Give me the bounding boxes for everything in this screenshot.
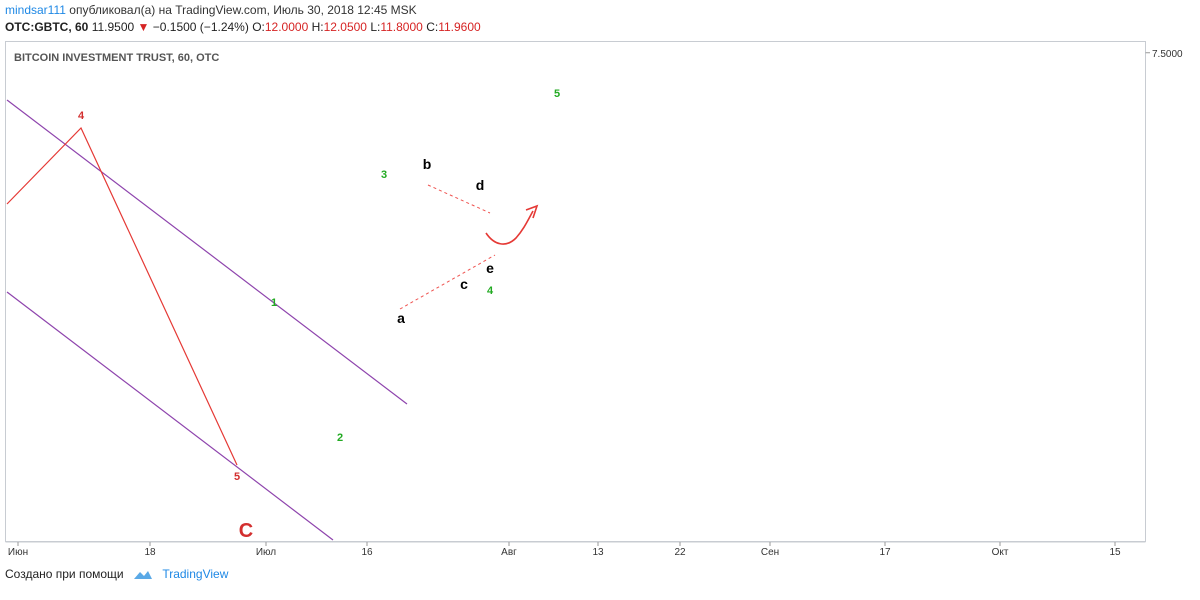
y-tick-label: 7.5000 — [1152, 49, 1183, 60]
x-tick-label: Авг — [501, 547, 517, 558]
wave-label: 5 — [554, 88, 560, 100]
x-tick-label: 18 — [144, 547, 156, 558]
wave-label: 4 — [487, 285, 494, 297]
plot-area — [5, 41, 1146, 542]
tradingview-link[interactable]: TradingView — [162, 567, 229, 581]
publish-line: mindsar111 опубликовал(а) на TradingView… — [5, 3, 417, 17]
change-down-icon: ▼ — [137, 20, 150, 34]
projection-arrow-head-icon — [525, 204, 539, 219]
close-label: C: — [426, 20, 439, 34]
tradingview-logo-icon — [133, 570, 152, 579]
triangle-lower-line — [399, 254, 496, 310]
change-value: −0.1500 (−1.24%) — [152, 20, 249, 34]
low-value: 11.8000 — [380, 20, 423, 34]
x-tick-label: 16 — [361, 547, 373, 558]
open-label: O: — [252, 20, 265, 34]
x-tick-label: Июн — [8, 547, 28, 558]
close-value: 11.9600 — [438, 20, 481, 34]
projection-arrow-path — [485, 210, 534, 245]
x-tick-label: 17 — [879, 547, 891, 558]
wave-label: a — [397, 310, 405, 326]
symbol-label: OTC:GBTC, 60 — [5, 20, 89, 34]
triangle-upper-line — [427, 184, 491, 214]
open-value: 12.0000 — [264, 20, 309, 34]
wave-label: d — [476, 177, 485, 193]
x-tick-label: Июл — [256, 547, 276, 558]
low-label: L: — [370, 20, 381, 34]
wave-label: 2 — [337, 432, 343, 444]
author-link[interactable]: mindsar111 — [5, 3, 66, 17]
channel-lower-line — [6, 291, 334, 541]
last-price: 11.9500 — [91, 20, 135, 34]
footer: Создано при помощи TradingView — [5, 567, 228, 581]
x-tick-label: 15 — [1109, 547, 1121, 558]
wave-label: 1 — [271, 297, 277, 309]
published-text: опубликовал(а) на TradingView.com, Июль … — [69, 3, 417, 17]
x-tick-label: Окт — [992, 547, 1009, 558]
price-chart[interactable]: BITCOIN INVESTMENT TRUST, 60, OTC14.5000… — [0, 40, 1200, 600]
x-tick-label: 22 — [674, 547, 686, 558]
high-label: H: — [311, 20, 324, 34]
x-tick-label: Сен — [761, 547, 779, 558]
wave-label: C — [239, 520, 253, 542]
wave-label: 5 — [234, 471, 240, 483]
wave-label: 4 — [78, 110, 85, 122]
wave-label: e — [486, 260, 494, 276]
wave-label: b — [423, 156, 432, 172]
created-with-text: Создано при помощи — [5, 567, 124, 581]
ohlc-line: OTC:GBTC, 60 11.9500 ▼ −0.1500 (−1.24%) … — [5, 20, 481, 34]
chart-header: mindsar111 опубликовал(а) на TradingView… — [0, 0, 1200, 40]
wave-label: c — [460, 276, 468, 292]
wave-label: 3 — [381, 169, 387, 181]
chart-title: BITCOIN INVESTMENT TRUST, 60, OTC — [14, 52, 219, 64]
high-value: 12.0500 — [323, 20, 367, 34]
x-tick-label: 13 — [592, 547, 604, 558]
channel-upper-line — [6, 99, 408, 405]
wave-line-red — [6, 126, 238, 466]
